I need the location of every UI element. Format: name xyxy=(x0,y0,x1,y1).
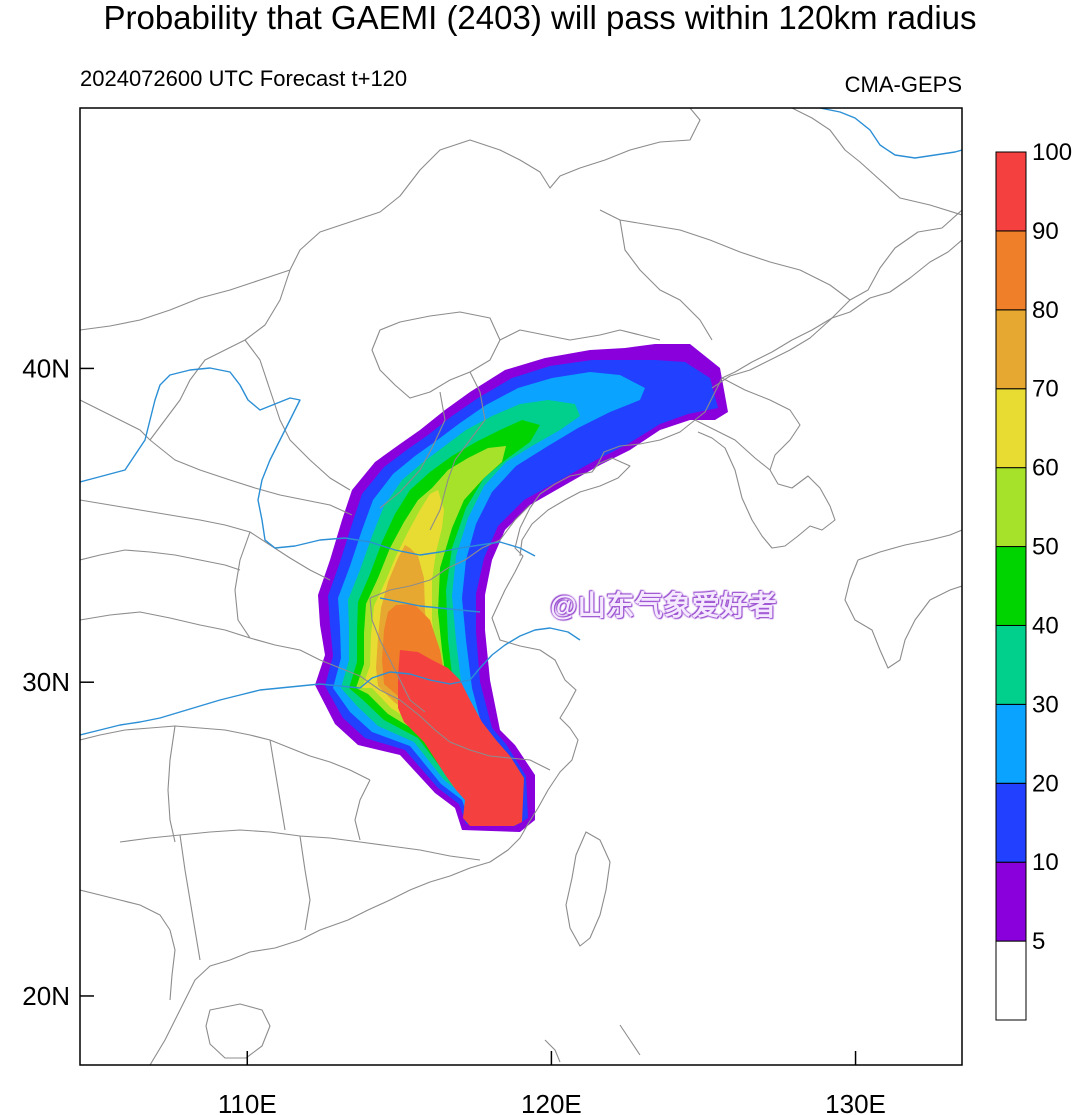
rivers xyxy=(80,108,962,736)
colorbar-label: 60 xyxy=(1032,455,1059,482)
coastline-japan-kyushu xyxy=(844,529,962,669)
coastline-bohai xyxy=(149,419,696,1065)
colorbar-segment xyxy=(995,703,1027,784)
lat-tick-label: 20N xyxy=(22,981,70,1011)
lon-tick-label: 110E xyxy=(218,1089,277,1115)
colorbar-label: 100 xyxy=(1032,139,1072,166)
forecast-time-label: 2024072600 UTC Forecast t+120 xyxy=(80,66,408,91)
colorbar-segment xyxy=(995,546,1027,626)
colorbar-segment xyxy=(995,230,1027,311)
axes: 110E 120E 130E 40N 30N 20N xyxy=(22,353,886,1115)
colorbar-segment xyxy=(995,861,1027,942)
coastline-shandong xyxy=(519,457,631,557)
river-huai xyxy=(379,597,481,613)
plot-frame xyxy=(79,107,963,1066)
lat-tick-label: 40N xyxy=(22,353,70,383)
border-china-korea xyxy=(711,209,962,389)
river-amur xyxy=(819,108,962,159)
lat-tick-label: 30N xyxy=(22,667,70,697)
colorbar-label: 10 xyxy=(1032,849,1059,876)
coastline-hainan xyxy=(205,1003,271,1059)
colorbar-segment xyxy=(995,467,1027,548)
colorbar-label: 80 xyxy=(1032,297,1059,324)
colorbar-segment xyxy=(995,940,1027,1021)
river-yangtze xyxy=(80,627,581,736)
model-name-label: CMA-GEPS xyxy=(844,72,962,97)
watermark-text: @山东气象爱好者 xyxy=(550,590,778,621)
colorbar-label: 20 xyxy=(1032,770,1059,797)
province-borders-west xyxy=(80,399,241,1001)
colorbar-label: 30 xyxy=(1032,691,1059,718)
colorbar-segment xyxy=(995,624,1027,705)
map-title: Probability that GAEMI (2403) will pass … xyxy=(103,0,977,36)
band-90-100 xyxy=(398,650,524,826)
colorbar-segment xyxy=(995,151,1027,232)
province-borders-central xyxy=(80,499,551,961)
colorbar-label: 5 xyxy=(1032,928,1045,955)
colorbar-segment xyxy=(995,782,1027,863)
coastline-philippines xyxy=(544,1024,641,1063)
border-north-korea-dprk xyxy=(721,377,801,471)
lon-tick-label: 130E xyxy=(825,1089,886,1115)
colorbar-label: 90 xyxy=(1032,218,1059,245)
river-yellow xyxy=(80,367,536,557)
colorbar: 5 10 20 30 40 50 60 70 80 90 100 xyxy=(995,139,1072,1021)
colorbar-label: 70 xyxy=(1032,376,1059,403)
colorbar-label: 50 xyxy=(1032,534,1059,561)
colorbar-label: 40 xyxy=(1032,612,1059,639)
border-northeast-provinces xyxy=(599,209,851,341)
lon-tick-label: 120E xyxy=(521,1089,582,1115)
coastline-china xyxy=(791,108,962,216)
border-china-mongolia xyxy=(80,108,701,331)
colorbar-segment xyxy=(995,388,1027,469)
coastline-korea-north xyxy=(694,239,962,549)
probability-swath xyxy=(315,344,728,832)
colorbar-segment xyxy=(995,309,1027,390)
coastline-taiwan xyxy=(565,831,611,947)
